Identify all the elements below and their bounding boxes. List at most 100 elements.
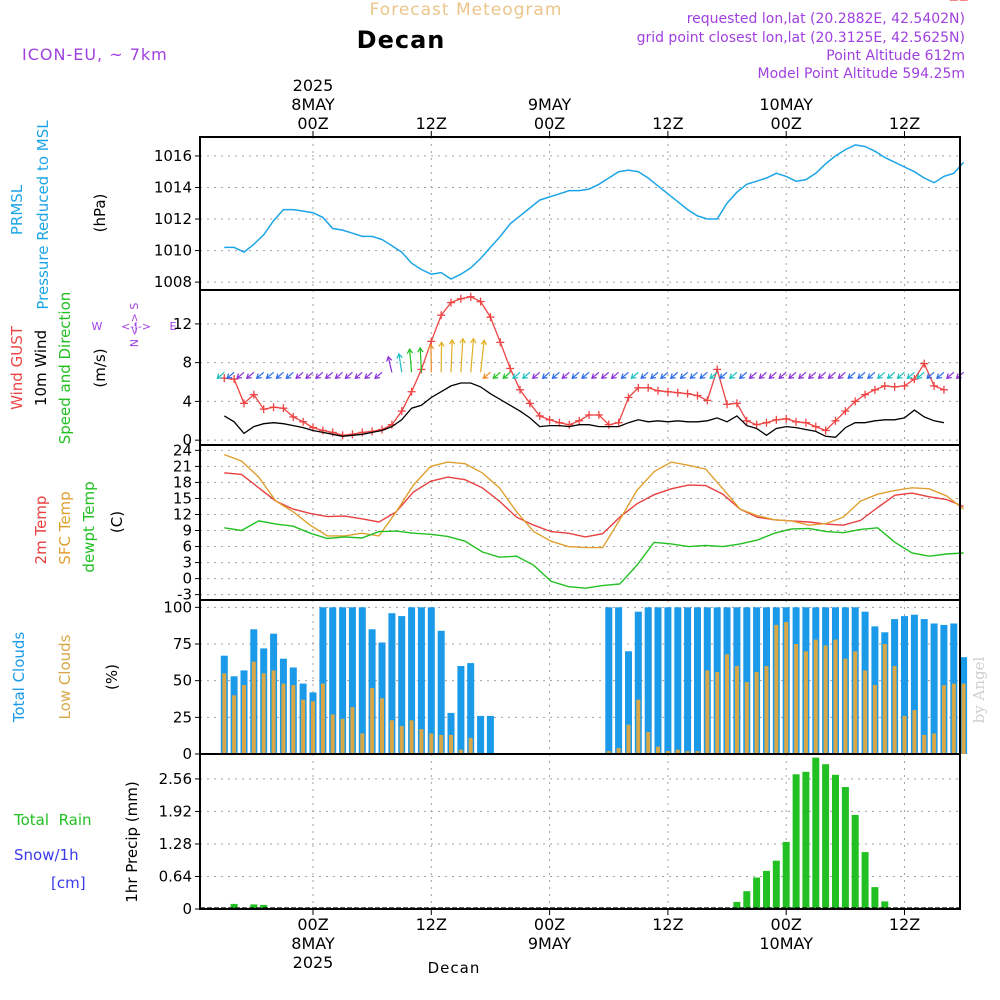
- wind-direction-arrow: [398, 353, 403, 373]
- wind-direction-arrow: [325, 371, 334, 379]
- total-clouds-bar: [477, 715, 485, 754]
- y-tick-label: 9: [182, 522, 192, 540]
- wind-direction-arrow: [759, 371, 767, 379]
- y-tick-label: 1008: [154, 273, 192, 291]
- low-clouds-bar: [320, 683, 325, 754]
- low-clouds-bar: [853, 651, 858, 754]
- wind-direction-arrowhead: [886, 373, 893, 380]
- wind-direction-arrow: [680, 371, 689, 379]
- low-clouds-bar: [429, 733, 434, 754]
- y-tick-label: 1010: [154, 242, 192, 260]
- wind-direction-arrowhead: [827, 373, 834, 380]
- total-clouds-bar: [684, 607, 692, 754]
- wind-direction-arrowhead: [748, 373, 755, 380]
- wind-direction-arrowhead: [729, 373, 735, 380]
- total-clouds-bar: [615, 607, 623, 754]
- y-tick-label: 1014: [154, 178, 192, 196]
- point-altitude: Point Altitude 612m: [826, 48, 965, 64]
- wind-direction-arrowhead: [640, 373, 647, 380]
- wind-direction-arrow: [315, 371, 324, 379]
- low-clouds-bar: [902, 715, 907, 754]
- wind-direction-arrowhead: [709, 373, 716, 380]
- wind-direction-arrow: [512, 371, 521, 379]
- bottom-time-label: 12Z: [416, 915, 447, 934]
- wind-direction-arrowhead: [492, 373, 499, 380]
- requested-coords: requested lon,lat (20.2882E, 42.5402N): [687, 11, 965, 27]
- y-tick-label: 50: [173, 672, 192, 690]
- rain-bar: [230, 903, 238, 909]
- low-clouds-bar: [705, 670, 710, 754]
- rain-bar: [822, 764, 830, 909]
- low-clouds-bar: [222, 673, 227, 754]
- wind-direction-arrow: [532, 371, 541, 379]
- low-clouds-bar: [685, 751, 690, 754]
- wind-direction-arrow: [828, 371, 836, 379]
- wind-direction-arrowhead: [689, 373, 696, 380]
- rain-label: Total Rain: [13, 811, 92, 829]
- wind-direction-arrow: [266, 371, 274, 379]
- low-clouds-bar: [823, 645, 828, 754]
- low-clouds-bar: [665, 751, 670, 754]
- y-tick-label: 18: [173, 473, 192, 491]
- wind-direction-arrowhead: [926, 373, 933, 380]
- clouds-unit-label: (%): [103, 664, 121, 690]
- total-clouds-bar: [605, 607, 613, 754]
- wind-direction-arrowhead: [236, 373, 242, 380]
- low-clouds-bar: [715, 671, 720, 754]
- gridpoint-coords: grid point closest lon,lat (20.3125E, 42…: [637, 30, 965, 46]
- wind-direction-arrow: [837, 371, 846, 379]
- wind-direction-arrow: [502, 371, 511, 379]
- wind-direction-arrowhead: [396, 352, 403, 359]
- wind-direction-arrowhead: [541, 373, 548, 380]
- y-tick-label: -3: [177, 586, 192, 604]
- low-clouds-bar: [922, 734, 927, 754]
- wind-direction-arrow: [798, 371, 807, 379]
- wind-gust-label: Wind GUST: [8, 325, 26, 410]
- wind-direction-arrow: [591, 371, 600, 379]
- bottom-time-label: 10MAY: [759, 934, 813, 953]
- wind-direction-arrowhead: [255, 373, 262, 380]
- wind-direction-arrowhead: [798, 373, 804, 380]
- total-clouds-bar: [674, 607, 682, 754]
- total-clouds-bar: [427, 607, 435, 754]
- total-clouds-bar: [654, 607, 662, 754]
- bottom-time-label: 00Z: [771, 915, 802, 934]
- wind-direction-arrowhead: [778, 373, 785, 380]
- rain-bar: [871, 887, 879, 909]
- wind10-label: 10m Wind: [32, 330, 50, 406]
- wind-direction-arrowhead: [226, 373, 233, 380]
- wind-direction-arrowhead: [788, 373, 795, 380]
- panel-frame: [199, 289, 961, 446]
- model-label: ICON-EU, ~ 7km: [22, 45, 168, 64]
- wind-direction-arrow: [749, 371, 758, 379]
- wind-direction-arrowhead: [650, 373, 657, 380]
- total-clouds-bar: [358, 607, 366, 754]
- y-tick-label: 100: [163, 598, 192, 616]
- total-clouds-bar: [388, 613, 396, 754]
- rain-bar: [782, 841, 790, 909]
- y-tick-label: 0.64: [159, 867, 192, 885]
- y-tick-label: 25: [173, 708, 192, 726]
- prmsl-label: PRMSL: [8, 184, 26, 235]
- wind-direction-arrow: [788, 371, 797, 379]
- y-tick-label: 3: [182, 554, 192, 572]
- low-clouds-bar: [833, 639, 838, 754]
- compass-mid: <-|->: [121, 320, 151, 333]
- wind-direction-arrowhead: [945, 373, 952, 380]
- top-time-label: 00Z: [534, 114, 565, 133]
- bottom-time-label: 12Z: [889, 915, 920, 934]
- wind-direction-arrowhead: [936, 373, 942, 380]
- y-tick-label: 12: [173, 505, 192, 523]
- temp-unit-label: (C): [108, 511, 126, 533]
- low-clouds-bar: [863, 670, 868, 754]
- wind-direction-arrow: [419, 347, 423, 373]
- bottom-time-label: 8MAY: [291, 934, 335, 953]
- low-clouds-bar: [330, 714, 335, 754]
- wind-direction-arrowhead: [438, 341, 445, 347]
- wind-direction-arrow: [670, 371, 679, 379]
- total-clouds-bar: [486, 715, 494, 754]
- total-clouds-bar: [378, 642, 386, 754]
- y-tick-label: 2.56: [159, 770, 192, 788]
- wind-direction-arrowhead: [305, 373, 311, 380]
- rain-bar: [733, 901, 741, 909]
